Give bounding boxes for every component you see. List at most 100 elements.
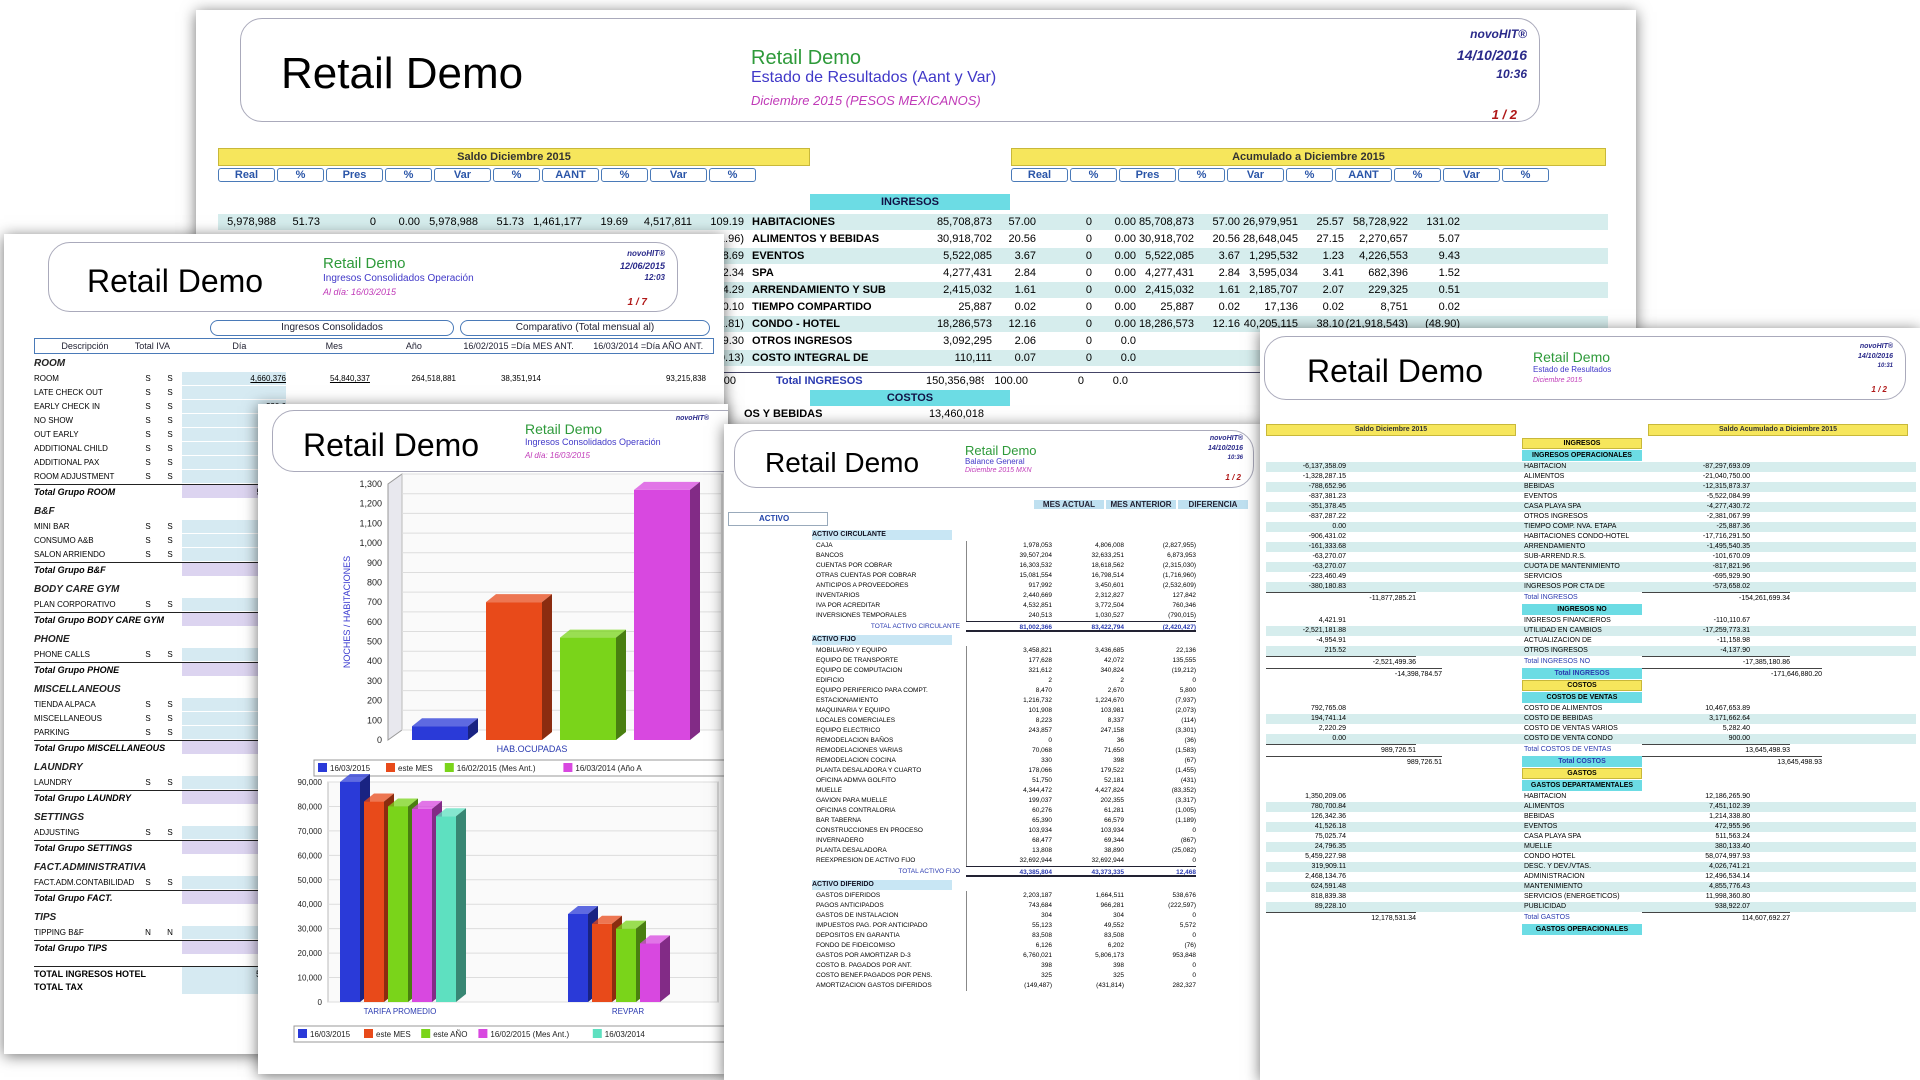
- column-header: %: [601, 168, 648, 182]
- chart-bar-side: [690, 481, 700, 740]
- cell: 340,824: [1100, 667, 1125, 674]
- row-label: TIEMPO COMPARTIDO: [752, 301, 872, 313]
- spacer: [1346, 482, 1522, 492]
- total-row: -2,521,499.36 Total INGRESOS NO -17,385,18…: [1266, 656, 1916, 667]
- cell: 32,692,944: [966, 856, 1052, 866]
- iva-flag: S: [145, 472, 151, 481]
- row-label: INVERNADERO: [816, 837, 864, 844]
- table-row: -63,270.07 SUB-ARREND.R.S. -101,670.09: [1266, 552, 1916, 562]
- item-desc: LATE CHECK OUT: [34, 388, 103, 397]
- row-label: ALIMENTOS Y BEBIDAS: [752, 233, 880, 245]
- cell: 282,327: [1172, 982, 1197, 989]
- iva-flag: S: [145, 728, 151, 737]
- legend-label: 16/03/2014: [605, 1030, 646, 1039]
- iva-flag: S: [145, 878, 151, 887]
- spacer: [1346, 542, 1522, 552]
- y-tick-label: 80,000: [298, 802, 323, 811]
- item-desc: NO SHOW: [34, 416, 74, 425]
- iva-flag: S: [145, 444, 151, 453]
- list-item: ROOM S S 4,660,376 54,840,337 264,518,881 38,3…: [34, 372, 714, 385]
- table-row: PLANTA DESALADORA Y CUARTO 178,066 179,522…: [816, 766, 1236, 776]
- band-ingresos-consolidados: Ingresos Consolidados: [210, 320, 454, 336]
- chart-bar-top: [560, 629, 626, 638]
- cell: 989,726.51: [1266, 744, 1416, 755]
- chart-bar: [592, 923, 612, 1002]
- cell: 71,650: [1104, 747, 1124, 754]
- item-desc: ROOM: [34, 374, 59, 383]
- cell: 0: [369, 216, 376, 228]
- cell: 43,385,804: [966, 866, 1052, 877]
- cell: 25,887: [958, 301, 992, 313]
- legend-swatch: [364, 1029, 373, 1038]
- iva-flag: S: [167, 388, 173, 397]
- cell: -17,385,180.86: [1642, 656, 1790, 667]
- column-header: AANT: [1335, 168, 1392, 182]
- table-row: OTRAS CUENTAS POR COBRAR 15,081,554 16,798…: [816, 571, 1236, 581]
- y-tick-label: 700: [367, 597, 382, 607]
- income-statement-sheet: Retail Demo Retail Demo Estado de Result…: [196, 10, 1636, 450]
- cell: 32,633,251: [1091, 552, 1124, 559]
- cell: 12.16: [1212, 318, 1240, 330]
- cell: [1136, 350, 1194, 366]
- col-descripcion: Descripción: [61, 341, 109, 351]
- cell: 3,772,504: [1095, 602, 1124, 609]
- cell: 0: [1085, 352, 1092, 364]
- cell: 1,295,532: [1249, 250, 1298, 262]
- section-ingresos: INGRESOS: [810, 194, 1010, 210]
- value-comp1: [456, 386, 586, 399]
- cell: -154,261,699.34: [1642, 592, 1790, 603]
- table-row: 780,700.84 ALIMENTOS 7,451,102.39: [1266, 802, 1916, 812]
- cell: 28,648,045: [1242, 233, 1298, 245]
- legend-label: 16/02/2015 (Mes Ant.): [490, 1030, 569, 1039]
- cell: 0.0: [1120, 352, 1136, 364]
- cell: -2,381,067.99: [1706, 513, 1750, 520]
- row-label: EDIFICIO: [816, 677, 845, 684]
- total-label: Total Grupo SETTINGS: [34, 843, 133, 853]
- table-row: -837,381.23 EVENTOS -5,522,084.99: [1266, 492, 1916, 502]
- chart-sheet: Retail Demo Retail Demo Ingresos Consoli…: [258, 404, 728, 1074]
- cell: 0.02: [1014, 301, 1036, 313]
- cell: 4,277,431: [943, 267, 992, 279]
- column-header: Real: [218, 168, 275, 182]
- cell: (7,937): [1175, 697, 1196, 704]
- report-period: Al día: 16/03/2015: [525, 451, 590, 460]
- column-header: %: [1178, 168, 1225, 182]
- item-desc: PARKING: [34, 728, 70, 737]
- spacer: [1346, 714, 1522, 724]
- cell: 2,270,657: [1359, 233, 1408, 245]
- cell: 5.07: [1438, 233, 1460, 245]
- cell: 9.30: [722, 335, 744, 347]
- cell: 18,286,573: [936, 318, 992, 330]
- cell: 0.00: [1114, 318, 1136, 330]
- cell: 398: [1113, 757, 1124, 764]
- spacer: [1346, 852, 1522, 862]
- y-tick-label: 0: [318, 998, 323, 1007]
- iva-flag: S: [167, 402, 173, 411]
- cell: -11,158.98: [1717, 637, 1750, 644]
- list-item: LATE CHECK OUT S S: [34, 386, 714, 399]
- chart-back-wall: [387, 473, 403, 741]
- row-label: TOTAL ACTIVO CIRCULANTE: [870, 623, 960, 630]
- table-row: CAJA 1,978,053 4,806,008 (2,827,955): [816, 541, 1236, 551]
- cell: 953,848: [1172, 952, 1197, 959]
- cell: 22,136: [1176, 647, 1196, 654]
- table-row: GAVION PARA MUELLE 199,037 202,355 (3,317): [816, 796, 1236, 806]
- y-tick-label: 50,000: [298, 876, 323, 885]
- cell: 4,517,811: [643, 216, 692, 228]
- brand-label: novoHIT®: [675, 415, 709, 422]
- total-label: Total Grupo LAUNDRY: [34, 793, 131, 803]
- report-period: Diciembre 2015 (PESOS MEXICANOS): [751, 93, 981, 108]
- cell: 325: [966, 971, 1052, 981]
- row-label: EQUIPO DE COMPUTACION: [816, 667, 903, 674]
- cell: 5,800: [1179, 687, 1196, 694]
- chart-bar: [436, 816, 456, 1002]
- cell: 55,123: [966, 921, 1052, 931]
- cell: 2.06: [1014, 335, 1036, 347]
- cell: 199,037: [966, 796, 1052, 806]
- cell: 0: [1085, 267, 1092, 279]
- cell: 10,467,653.89: [1705, 705, 1750, 712]
- legend-swatch: [592, 1029, 602, 1038]
- period-band-right: Saldo Acumulado a Diciembre 2015: [1648, 424, 1908, 436]
- total-label: Total INGRESOS: [1524, 594, 1578, 601]
- column-header: %: [1070, 168, 1117, 182]
